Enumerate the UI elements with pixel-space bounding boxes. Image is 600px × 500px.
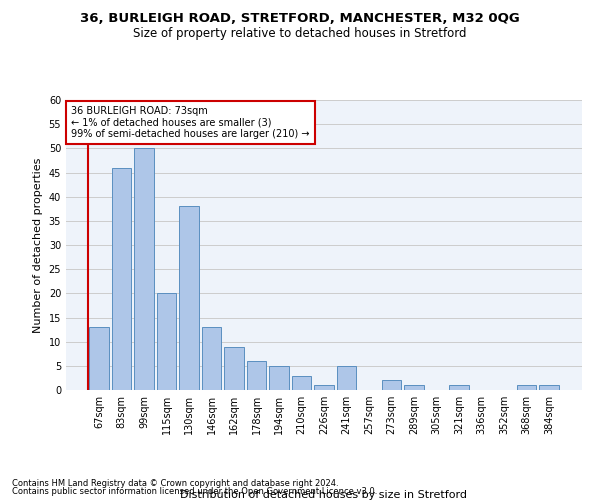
Bar bbox=[89, 327, 109, 390]
Bar bbox=[517, 385, 536, 390]
Bar bbox=[224, 346, 244, 390]
Bar bbox=[382, 380, 401, 390]
Y-axis label: Number of detached properties: Number of detached properties bbox=[33, 158, 43, 332]
Text: 36 BURLEIGH ROAD: 73sqm
← 1% of detached houses are smaller (3)
99% of semi-deta: 36 BURLEIGH ROAD: 73sqm ← 1% of detached… bbox=[71, 106, 310, 139]
Bar bbox=[539, 385, 559, 390]
Bar bbox=[112, 168, 131, 390]
Text: Contains HM Land Registry data © Crown copyright and database right 2024.: Contains HM Land Registry data © Crown c… bbox=[12, 478, 338, 488]
Bar bbox=[269, 366, 289, 390]
Bar bbox=[292, 376, 311, 390]
Text: Size of property relative to detached houses in Stretford: Size of property relative to detached ho… bbox=[133, 28, 467, 40]
Bar bbox=[404, 385, 424, 390]
Text: 36, BURLEIGH ROAD, STRETFORD, MANCHESTER, M32 0QG: 36, BURLEIGH ROAD, STRETFORD, MANCHESTER… bbox=[80, 12, 520, 26]
Bar bbox=[247, 361, 266, 390]
Bar bbox=[179, 206, 199, 390]
Bar bbox=[337, 366, 356, 390]
Bar bbox=[202, 327, 221, 390]
Bar bbox=[314, 385, 334, 390]
Bar bbox=[157, 294, 176, 390]
X-axis label: Distribution of detached houses by size in Stretford: Distribution of detached houses by size … bbox=[181, 490, 467, 500]
Text: Contains public sector information licensed under the Open Government Licence v3: Contains public sector information licen… bbox=[12, 487, 377, 496]
Bar bbox=[134, 148, 154, 390]
Bar bbox=[449, 385, 469, 390]
